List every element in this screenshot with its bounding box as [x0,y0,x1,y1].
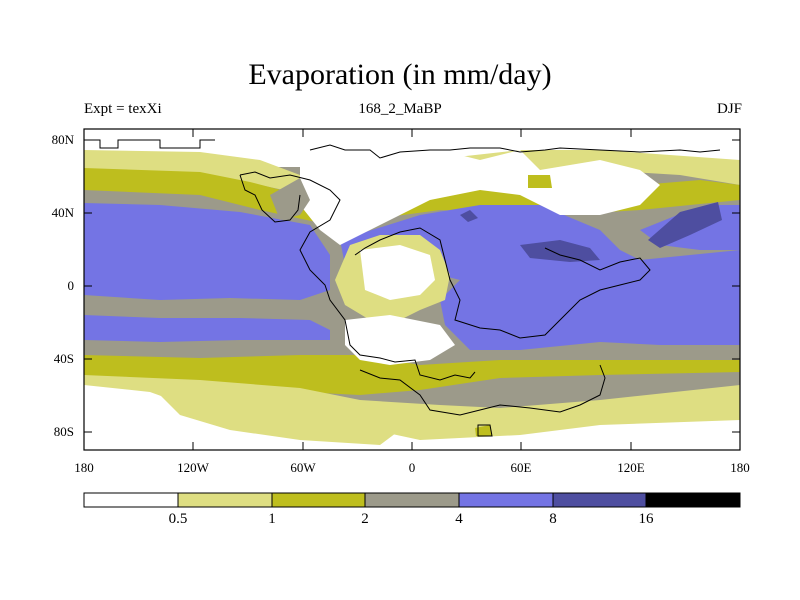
colorbar-label-16: 16 [638,511,654,527]
lon-label-180e: 180 [730,460,750,475]
coastline-tethys [354,227,651,339]
season-label: DJF [716,101,742,117]
colorbar-label-2: 2 [361,511,369,527]
field-antarctic-white [84,385,740,450]
ticks [84,129,740,450]
field-north-land-white [300,145,660,245]
coastline-arctic [309,144,721,159]
field-south-land-white [345,315,455,365]
coastline-americas [239,171,476,381]
colorbar-label-1: 1 [268,511,276,527]
lon-label-180w: 180 [74,460,94,475]
colorbar-box-5 [459,493,553,507]
evaporation-field [84,129,740,450]
lon-label-60w: 60W [290,460,316,475]
colorbar-box-4 [365,493,459,507]
colorbar-box-6 [553,493,646,507]
experiment-label: Expt = texXi [84,101,162,117]
field-africa-white [360,245,435,300]
coastline-antarctica [359,364,606,416]
field-kuroshio-darkblue [648,202,722,248]
colorbar-box-3 [272,493,365,507]
field-gray-patch [270,178,310,220]
field-olive-patch [528,175,552,188]
colorbar-label-8: 8 [549,511,557,527]
colorbar-box-1 [84,493,178,507]
lat-label-80s: 80S [53,424,74,439]
colorbar [83,492,741,508]
coastline-north [84,139,215,149]
lat-label-40s: 40S [53,351,74,366]
colorbar-label-4: 4 [455,511,463,527]
coastlines [84,139,721,437]
field-south-yellow-tongue [160,395,400,445]
plot-title: Evaporation (in mm/day) [248,58,552,91]
lat-label-0: 0 [67,278,75,293]
colorbar-box-7 [646,493,740,507]
coastline-greenland [239,174,301,223]
field-south-pacific-blue [84,315,330,342]
lon-label-0: 0 [408,460,416,475]
lat-label-80n: 80N [51,132,74,147]
coastline-islet [477,424,493,437]
colorbar-label-0-5: 0.5 [168,511,188,527]
colorbar-frame [83,492,741,508]
field-tethys-darkblue [520,240,600,262]
lat-label-40n: 40N [51,205,74,220]
lon-label-120w: 120W [177,460,209,475]
colorbar-box-2 [178,493,272,507]
field-pacific-blue [84,203,330,300]
field-small-darkblue [460,210,478,222]
experiment-id: 168_2_MaBP [358,101,442,117]
lon-label-60e: 60E [510,460,532,475]
field-olive-islet [475,425,492,436]
lon-label-120e: 120E [617,460,645,475]
